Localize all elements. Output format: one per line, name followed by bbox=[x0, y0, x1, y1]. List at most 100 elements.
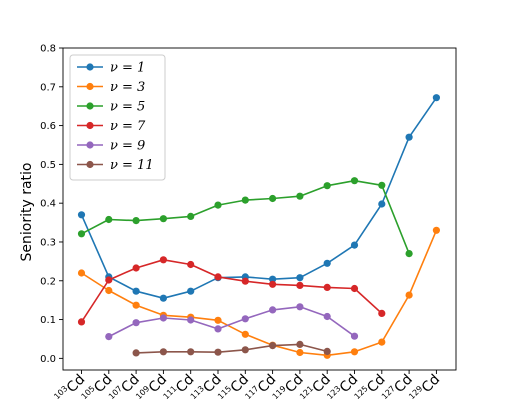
y-tick-label: 0.5 bbox=[40, 160, 56, 171]
y-tick-label: 0.1 bbox=[40, 315, 56, 326]
x-tick-text: 129Cd bbox=[407, 371, 443, 407]
data-point bbox=[350, 284, 359, 293]
data-point bbox=[378, 309, 386, 317]
x-tick-label: 125Cd bbox=[353, 372, 389, 402]
data-point bbox=[296, 340, 304, 348]
data-point bbox=[323, 283, 331, 291]
data-point bbox=[350, 177, 359, 185]
data-point bbox=[323, 182, 331, 190]
data-point bbox=[241, 277, 249, 285]
data-point bbox=[296, 274, 304, 282]
y-axis: 0.0 0.1 0.2 0.3 0.4 0.5 0.6 0.7 0.8 bbox=[40, 44, 63, 365]
x-tick-label: 129Cd bbox=[407, 371, 443, 407]
y-tick-label: 0.4 bbox=[40, 199, 56, 210]
data-point bbox=[241, 330, 249, 338]
legend-marker bbox=[86, 160, 94, 169]
data-point bbox=[296, 348, 304, 357]
data-point bbox=[296, 303, 304, 311]
data-point bbox=[350, 241, 359, 249]
x-tick-text: 107Cd bbox=[107, 371, 143, 407]
series-line bbox=[136, 343, 328, 354]
data-point bbox=[187, 212, 195, 220]
data-point bbox=[296, 192, 304, 200]
legend-label: ν = 5 bbox=[110, 100, 145, 115]
x-tick-label: 123Cd bbox=[325, 371, 361, 407]
data-point bbox=[77, 269, 86, 277]
legend-entry: ν = 3 bbox=[77, 80, 145, 95]
legend-entry: ν = 9 bbox=[77, 139, 145, 154]
legend: ν = 1 ν = 3 ν = 5 ν = 7 ν = 9 ν = 11 bbox=[69, 54, 166, 181]
legend-marker bbox=[86, 121, 94, 130]
y-axis-label: Seniority ratio bbox=[19, 163, 35, 262]
data-point bbox=[105, 286, 113, 295]
legend-marker bbox=[86, 141, 94, 149]
legend-marker bbox=[86, 63, 94, 71]
data-point bbox=[132, 264, 140, 272]
data-point bbox=[405, 250, 413, 258]
data-point bbox=[77, 230, 86, 238]
y-tick-label: 0.0 bbox=[40, 354, 56, 365]
x-tick-text: 119Cd bbox=[271, 371, 307, 407]
series-4 bbox=[77, 256, 386, 326]
data-point bbox=[350, 332, 359, 340]
data-point bbox=[159, 348, 167, 356]
data-point bbox=[132, 217, 140, 225]
data-point bbox=[159, 256, 167, 264]
data-point bbox=[214, 348, 222, 356]
data-point bbox=[214, 273, 222, 281]
x-tick-label: 105Cd bbox=[80, 372, 116, 402]
legend-label: ν = 9 bbox=[110, 139, 145, 154]
x-tick-text: 123Cd bbox=[325, 371, 361, 407]
legend-entry: ν = 11 bbox=[77, 158, 154, 173]
data-point bbox=[159, 314, 167, 322]
x-tick-label: 107Cd bbox=[107, 371, 143, 407]
x-tick-text: 117Cd bbox=[243, 371, 279, 407]
x-tick-label: 119Cd bbox=[271, 371, 307, 407]
data-point bbox=[241, 315, 249, 323]
data-point bbox=[350, 348, 359, 356]
data-point bbox=[405, 291, 413, 299]
y-tick-label: 0.8 bbox=[40, 44, 56, 55]
y-tick-label: 0.7 bbox=[40, 82, 56, 93]
data-point bbox=[323, 259, 331, 267]
legend-label: ν = 3 bbox=[110, 80, 145, 95]
data-point bbox=[241, 346, 249, 354]
data-point bbox=[187, 260, 195, 269]
x-axis: 103Cd105Cd107Cd109Cd111Cd113Cd115Cd117Cd… bbox=[52, 370, 443, 407]
data-point bbox=[132, 319, 140, 327]
data-point bbox=[132, 287, 140, 295]
plot-area bbox=[62, 47, 457, 371]
data-point bbox=[241, 196, 249, 204]
legend-label: ν = 11 bbox=[110, 158, 154, 173]
x-tick-label: 111Cd bbox=[161, 371, 197, 407]
data-point bbox=[105, 276, 113, 284]
data-point bbox=[187, 348, 195, 356]
legend-label: ν = 7 bbox=[110, 119, 146, 134]
legend-marker bbox=[86, 102, 94, 110]
series-line bbox=[108, 305, 355, 338]
series-line bbox=[81, 179, 410, 254]
x-tick-text: 121Cd bbox=[298, 371, 334, 407]
data-point bbox=[378, 338, 386, 346]
series-line bbox=[80, 97, 438, 300]
data-point bbox=[378, 200, 386, 208]
series-6 bbox=[132, 340, 331, 357]
data-point bbox=[405, 133, 413, 141]
x-tick-text: 127Cd bbox=[380, 371, 416, 407]
x-tick-label: 121Cd bbox=[298, 371, 334, 407]
data-point bbox=[159, 294, 167, 302]
series-3 bbox=[77, 177, 413, 258]
legend-entry: ν = 7 bbox=[77, 119, 146, 134]
data-point bbox=[269, 194, 277, 203]
data-point bbox=[77, 318, 86, 326]
plot-frame bbox=[62, 47, 457, 371]
data-point bbox=[214, 325, 222, 333]
data-point bbox=[214, 316, 222, 324]
data-point bbox=[187, 316, 195, 324]
x-tick-text: 109Cd bbox=[134, 371, 170, 407]
x-tick-label: 117Cd bbox=[243, 371, 279, 407]
series-line bbox=[80, 258, 383, 323]
x-tick-text: 111Cd bbox=[161, 371, 197, 407]
